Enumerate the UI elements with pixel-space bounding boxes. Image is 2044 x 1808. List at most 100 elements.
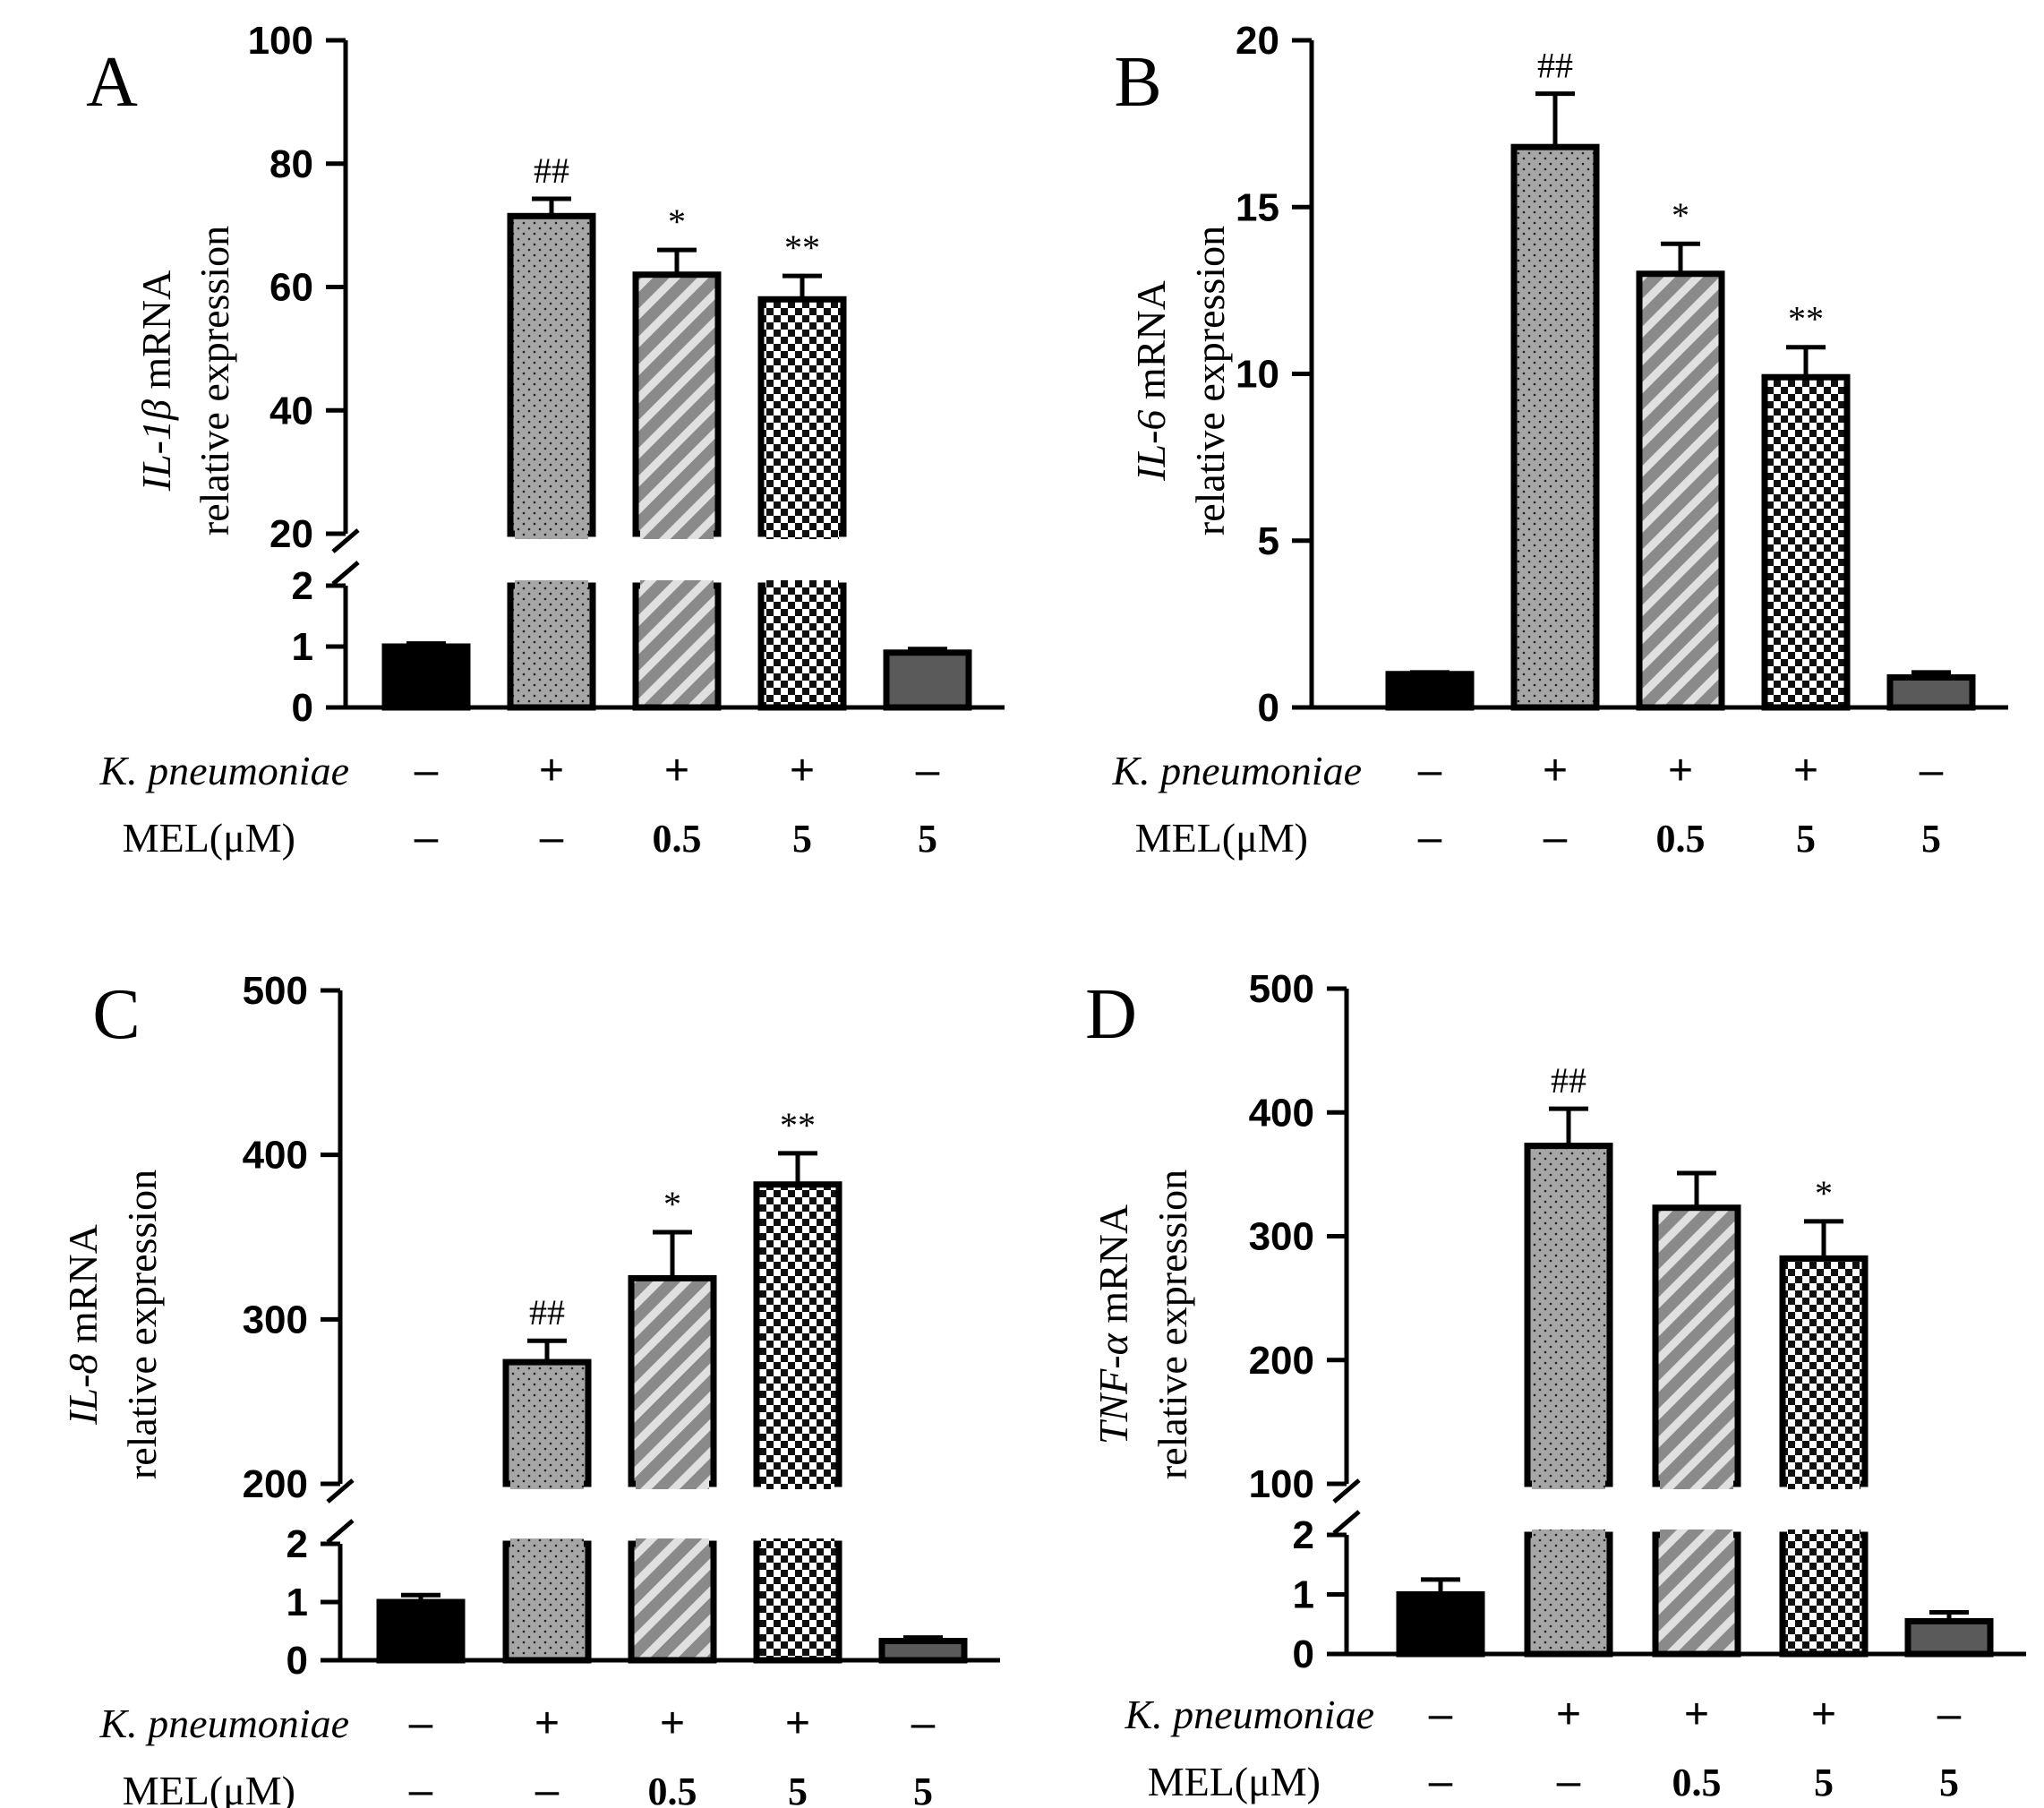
tick-label: 2 <box>1293 1513 1314 1557</box>
bar-break-cover <box>1660 1478 1733 1489</box>
bar-group <box>381 641 471 711</box>
bar-break-cover <box>636 1538 709 1549</box>
bar <box>502 1358 592 1487</box>
tick-label: 0 <box>1293 1632 1314 1676</box>
condition-label-mel: MEL(μM) <box>123 1768 295 1808</box>
condition-value-mel: 5 <box>1939 1761 1959 1804</box>
bar-group: ** <box>757 227 847 711</box>
bar-break-cover <box>765 580 839 591</box>
bar <box>1904 1617 1994 1658</box>
bar-break-cover <box>515 528 588 539</box>
condition-value-kp: + <box>535 1700 560 1747</box>
condition-value-kp: – <box>911 1700 936 1747</box>
bar <box>632 271 722 537</box>
panel-letter-b: B <box>1114 43 1161 122</box>
condition-value-kp: + <box>1556 1691 1581 1738</box>
bar-lower-segment <box>1652 1531 1741 1658</box>
condition-value-kp: – <box>409 1700 433 1747</box>
bar-group <box>1904 1609 1994 1658</box>
y-axis-label-line2: relative expression <box>119 1170 165 1479</box>
bar-break-cover <box>640 580 714 591</box>
condition-value-mel: – <box>1429 1758 1453 1805</box>
y-axis-label-gene: IL-1β <box>133 399 179 492</box>
bar-lower-segment <box>507 582 596 711</box>
condition-label-k-pneumoniae: K. pneumoniae <box>98 1701 349 1746</box>
y-axis-label-suffix: mRNA <box>1128 280 1174 409</box>
y-axis-label-line1: TNF-α mRNA <box>1090 1204 1136 1444</box>
bar-break-cover <box>1532 1478 1605 1489</box>
bar-lower-segment <box>628 1540 717 1664</box>
condition-value-mel: 5 <box>918 817 937 861</box>
bar-group <box>1652 1170 1741 1658</box>
axis-break-mark <box>326 1478 355 1504</box>
y-axis-label-gene: IL-6 <box>1128 410 1174 482</box>
y-axis-label-line1: IL-1β mRNA <box>133 270 179 493</box>
bar-break-cover <box>761 1478 834 1489</box>
axis-break-mark <box>331 561 360 586</box>
bar <box>1886 673 1976 711</box>
condition-value-mel: 5 <box>792 817 812 861</box>
condition-value-kp: – <box>1920 747 1944 794</box>
bar-group <box>1886 670 1976 711</box>
tick-label: 60 <box>269 266 313 310</box>
tick-label: 0 <box>292 686 313 730</box>
condition-value-mel: – <box>540 814 564 861</box>
significance-label: ## <box>1537 46 1573 86</box>
condition-value-mel: 0.5 <box>1672 1761 1722 1804</box>
tick-label: 20 <box>269 512 313 556</box>
panel-letter-d: D <box>1085 975 1137 1054</box>
condition-label-mel: MEL(μM) <box>1135 815 1308 861</box>
tick-label: 80 <box>269 142 313 186</box>
condition-value-mel: – <box>1544 814 1568 861</box>
y-axis: 0 5 10 15 20 <box>1236 19 2008 730</box>
bar <box>1510 143 1600 711</box>
tick-label: 100 <box>248 19 313 63</box>
tick-label: 20 <box>1236 19 1279 63</box>
condition-value-mel: – <box>1418 814 1442 861</box>
bar-group: * <box>1636 195 1725 711</box>
y-axis-label-line1: IL-8 mRNA <box>60 1224 106 1426</box>
tick-label: 10 <box>1236 353 1279 397</box>
tick-label: 100 <box>1249 1462 1314 1506</box>
condition-value-mel: – <box>415 814 439 861</box>
bar <box>1779 1255 1869 1487</box>
bar-break-cover <box>761 1538 834 1549</box>
significance-label: * <box>1815 1173 1833 1213</box>
condition-value-kp: + <box>660 1700 685 1747</box>
condition-value-kp: + <box>1668 747 1693 794</box>
significance-label: ## <box>529 1292 565 1332</box>
bar-break-cover <box>1532 1530 1605 1540</box>
y-axis-label-line1: IL-6 mRNA <box>1128 280 1174 482</box>
bar <box>753 1181 842 1487</box>
condition-value-mel: 0.5 <box>653 817 702 861</box>
condition-value-kp: + <box>1811 1691 1836 1738</box>
condition-table: K. pneumoniae MEL(μM) – + + + – – – 0.5 5 5 <box>1124 1691 1961 1805</box>
tick-label: 400 <box>1249 1091 1314 1135</box>
y-axis: 0 1 2 20 40 60 80 100 <box>248 19 1005 730</box>
bar <box>1396 1591 1485 1658</box>
bar <box>1636 270 1725 711</box>
bar <box>381 643 471 711</box>
condition-value-kp: – <box>1937 1691 1962 1738</box>
condition-value-kp: + <box>785 1700 810 1747</box>
bar-group: ** <box>753 1105 842 1664</box>
tick-label: 0 <box>1258 686 1279 730</box>
significance-label: ** <box>780 1105 816 1145</box>
bar-group <box>1385 670 1475 711</box>
condition-value-mel: 5 <box>1814 1761 1834 1804</box>
bar-break-cover <box>515 580 588 591</box>
tick-label: 500 <box>1249 967 1314 1011</box>
bar <box>883 649 972 711</box>
condition-value-mel: 5 <box>913 1769 933 1808</box>
bar-lower-segment <box>502 1540 592 1664</box>
condition-value-mel: 0.5 <box>648 1769 697 1808</box>
bar-group: ## <box>507 150 596 711</box>
y-axis-label-suffix: mRNA <box>60 1224 106 1353</box>
condition-value-kp: + <box>1793 747 1818 794</box>
tick-label: 300 <box>1249 1215 1314 1259</box>
bar <box>1385 671 1475 711</box>
tick-label: 400 <box>243 1134 308 1178</box>
condition-value-mel: 5 <box>1796 817 1816 861</box>
y-axis-label-suffix: mRNA <box>1090 1204 1136 1333</box>
tick-label: 200 <box>243 1462 308 1506</box>
